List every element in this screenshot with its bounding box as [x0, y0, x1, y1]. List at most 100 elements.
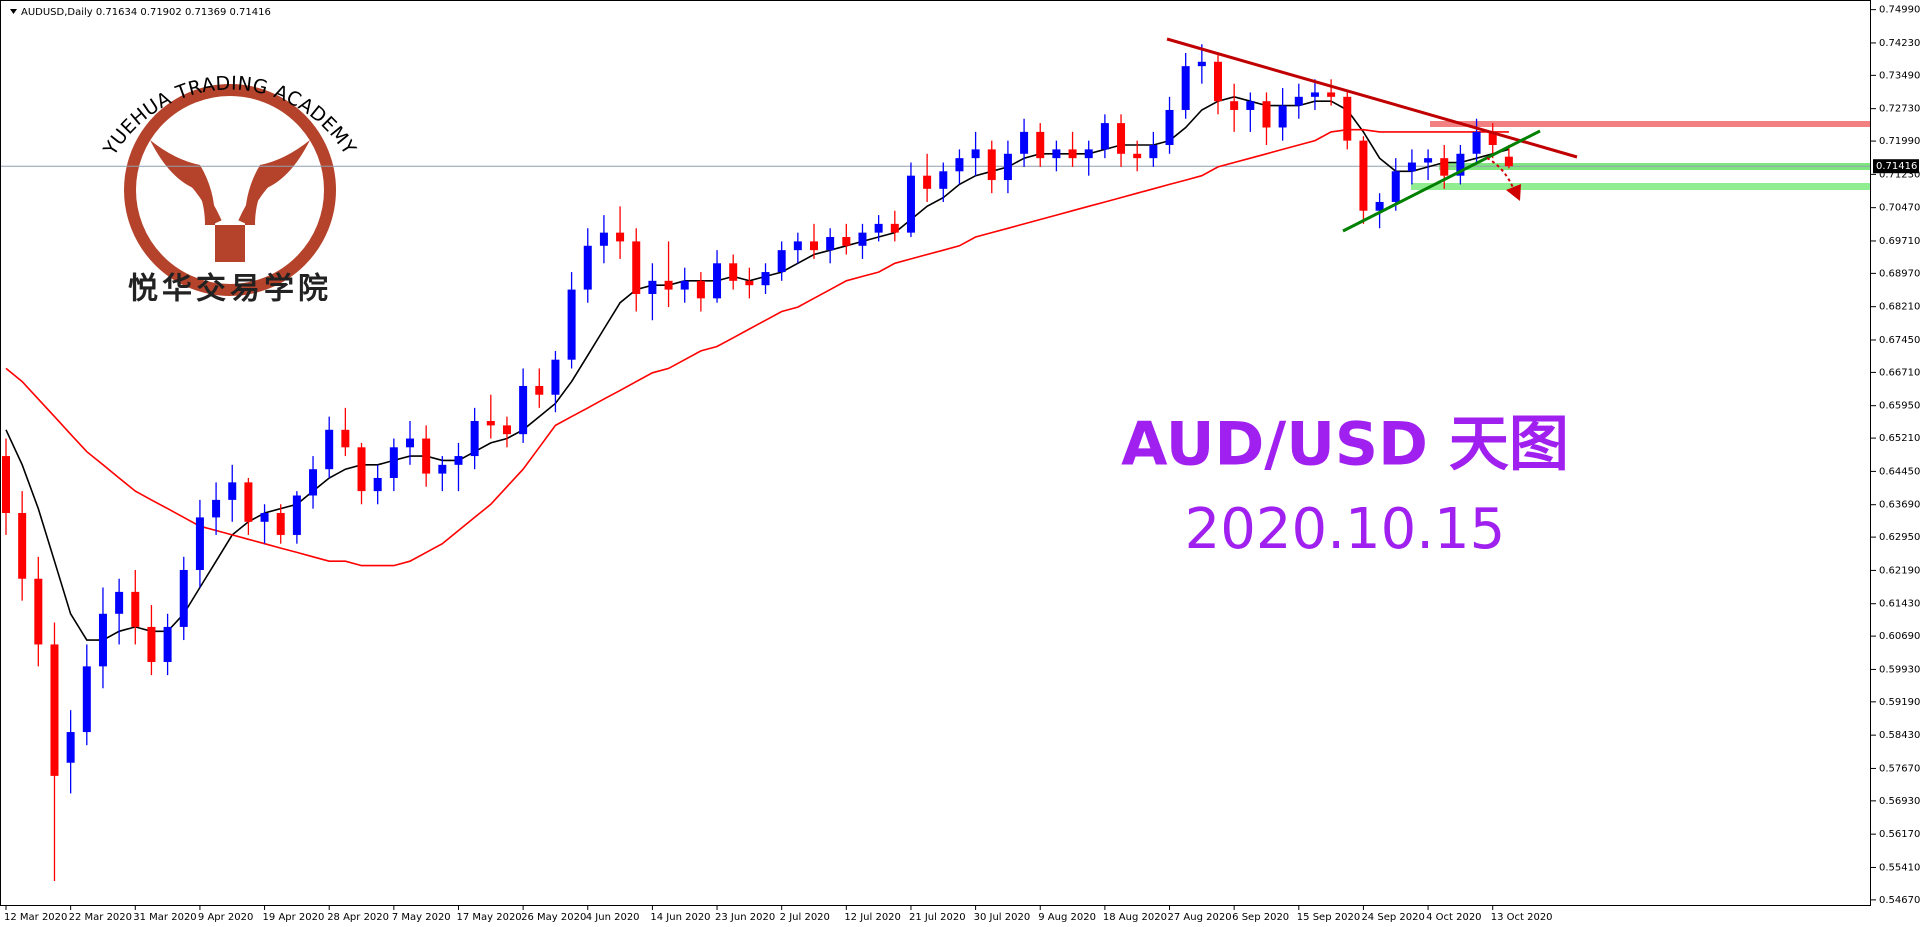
candle-body: [276, 513, 285, 535]
candle-body: [131, 591, 140, 627]
candle-body: [535, 385, 544, 395]
y-tick-label: 0.62950: [1879, 532, 1920, 543]
candle-body: [1084, 149, 1093, 159]
x-tick-label: 21 Jul 2020: [909, 912, 966, 923]
y-tick-label: 0.69710: [1879, 236, 1920, 247]
y-tick-label: 0.67450: [1879, 335, 1920, 346]
candle-body: [551, 359, 560, 395]
x-tick-label: 7 May 2020: [392, 912, 451, 923]
title-marker: [10, 9, 17, 14]
y-tick-label: 0.62190: [1879, 565, 1920, 576]
candle-body: [195, 517, 204, 570]
y-tick-label: 0.61430: [1879, 599, 1920, 610]
y-tick-label: 0.65210: [1879, 433, 1920, 444]
candle-body: [567, 289, 576, 360]
candle-body: [971, 149, 980, 159]
x-tick-label: 13 Oct 2020: [1491, 912, 1553, 923]
candle-body: [632, 241, 641, 294]
plot-frame: [0, 0, 1871, 906]
watermark-title: AUD/USD 天图: [1121, 410, 1569, 480]
candle-body: [18, 513, 27, 579]
y-tick-label: 0.73490: [1879, 70, 1920, 81]
candle-body: [1149, 145, 1158, 159]
x-tick-label: 9 Apr 2020: [198, 912, 253, 923]
y-tick-label: 0.58430: [1879, 730, 1920, 741]
y-tick-label: 0.54670: [1879, 895, 1920, 906]
candle-body: [1036, 131, 1045, 159]
x-tick-label: 23 Jun 2020: [715, 912, 775, 923]
candle-body: [244, 482, 253, 522]
watermark-date: 2020.10.15: [1185, 497, 1506, 562]
y-tick-label: 0.74990: [1879, 5, 1920, 16]
candle-body: [1375, 201, 1384, 211]
candle-body: [906, 175, 915, 233]
candle-body: [890, 223, 899, 233]
candle-body: [373, 477, 382, 492]
candle-body: [422, 438, 431, 474]
candle-body: [438, 464, 447, 474]
candle-body: [115, 591, 124, 614]
x-tick-label: 9 Aug 2020: [1038, 912, 1096, 923]
candle-body: [1294, 96, 1303, 106]
candle-body: [66, 732, 75, 763]
logo-symbol-inner: [169, 161, 291, 224]
candle-body: [745, 280, 754, 286]
y-tick-label: 0.70470: [1879, 203, 1920, 214]
forecast-arrow-head: [1506, 184, 1521, 201]
candle-body: [616, 232, 625, 242]
candle-body: [713, 263, 722, 299]
x-tick-label: 24 Sep 2020: [1361, 912, 1424, 923]
candle-body: [1100, 123, 1109, 150]
y-tick-label: 0.55410: [1879, 862, 1920, 873]
y-tick-label: 0.56170: [1879, 829, 1920, 840]
candle-body: [761, 272, 770, 286]
y-tick-label: 0.63690: [1879, 500, 1920, 511]
y-tick-label: 0.59930: [1879, 664, 1920, 675]
candle-body: [212, 499, 221, 518]
candle-body: [923, 175, 932, 189]
candle-body: [987, 149, 996, 181]
candle-body: [163, 626, 172, 662]
candle-body: [955, 158, 964, 172]
current-price-label: 0.71416: [1876, 161, 1917, 172]
x-tick-label: 15 Sep 2020: [1297, 912, 1360, 923]
x-tick-label: 14 Jun 2020: [650, 912, 710, 923]
x-tick-label: 12 Mar 2020: [4, 912, 67, 923]
y-tick-label: 0.65950: [1879, 401, 1920, 412]
candle-body: [1407, 162, 1416, 172]
candle-body: [1117, 123, 1126, 154]
candle-body: [1133, 153, 1142, 159]
candle-body: [486, 421, 495, 426]
candle-body: [1424, 158, 1433, 163]
candle-body: [260, 513, 269, 522]
candle-body: [357, 447, 366, 492]
candle-body: [1278, 105, 1287, 128]
x-tick-label: 6 Sep 2020: [1232, 912, 1289, 923]
y-tick-label: 0.64450: [1879, 466, 1920, 477]
candle-body: [147, 626, 156, 662]
candle-body: [1504, 156, 1513, 167]
candle-body: [325, 429, 334, 470]
x-tick-label: 22 Mar 2020: [69, 912, 132, 923]
y-tick-label: 0.59190: [1879, 697, 1920, 708]
candle-body: [1003, 153, 1012, 181]
candle-body: [777, 250, 786, 273]
candle-body: [50, 644, 59, 776]
chart-title: AUDUSD,Daily 0.71634 0.71902 0.71369 0.7…: [21, 7, 271, 18]
candle-body: [1262, 101, 1271, 128]
x-tick-label: 12 Jul 2020: [844, 912, 901, 923]
x-tick-label: 18 Aug 2020: [1103, 912, 1167, 923]
candle-body: [406, 438, 414, 448]
y-tick-label: 0.72730: [1879, 104, 1920, 115]
candle-body: [599, 232, 608, 246]
x-tick-label: 30 Jul 2020: [974, 912, 1031, 923]
candle-body: [2, 456, 10, 514]
x-tick-label: 31 Mar 2020: [133, 912, 196, 923]
candle-body: [292, 495, 301, 535]
candle-body: [341, 429, 350, 448]
candle-body: [1327, 92, 1336, 97]
candle-body: [1456, 153, 1465, 176]
current-price-box: [1873, 159, 1919, 174]
moving-average-line: [5, 128, 1509, 567]
